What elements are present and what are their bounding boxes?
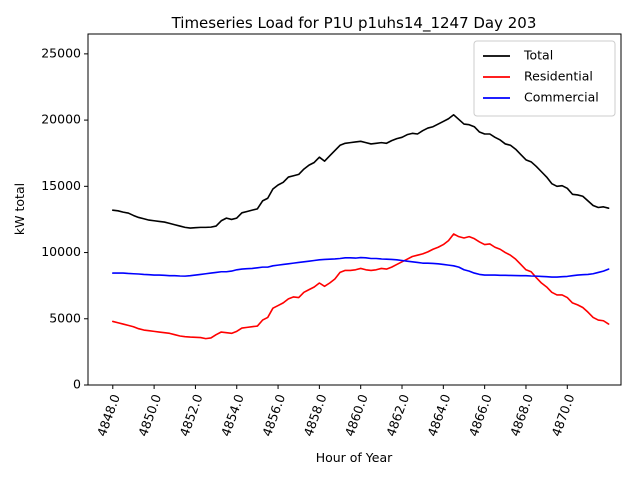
x-tick-label: 4866.0 xyxy=(466,392,495,438)
legend-label-commercial: Commercial xyxy=(524,90,599,105)
x-tick-label: 4856.0 xyxy=(259,392,288,438)
legend-label-residential: Residential xyxy=(524,69,593,84)
x-tick-label: 4862.0 xyxy=(383,392,412,438)
x-tick-label: 4854.0 xyxy=(218,392,247,438)
x-tick-label: 4852.0 xyxy=(176,392,205,438)
x-axis: 4848.0 4850.0 4852.0 4854.0 4856.0 4858.0 4860… xyxy=(94,385,577,438)
x-tick-label: 4850.0 xyxy=(135,392,164,438)
series-layer xyxy=(111,114,610,340)
x-tick-label: 4868.0 xyxy=(507,392,536,438)
y-axis: 0 5000 10000 15000 20000 25000 xyxy=(41,45,88,392)
x-tick-label: 4848.0 xyxy=(94,392,123,438)
series-line-commercial xyxy=(111,256,610,278)
x-axis-title: Hour of Year xyxy=(316,450,393,465)
x-tick-label: 4858.0 xyxy=(300,392,329,438)
plot-frame xyxy=(87,33,622,386)
x-tick-label: 4860.0 xyxy=(342,392,371,438)
y-axis-title: kW total xyxy=(12,183,27,235)
legend-label-total: Total xyxy=(523,48,553,63)
legend: Total Residential Commercial xyxy=(473,40,616,117)
y-tick-label: 15000 xyxy=(41,178,81,193)
series-line-total xyxy=(111,114,610,229)
x-tick-label: 4864.0 xyxy=(424,392,453,438)
y-tick-label: 20000 xyxy=(41,112,81,127)
y-tick-label: 0 xyxy=(73,377,81,392)
series-line-residential xyxy=(111,233,610,340)
chart-title: Timeseries Load for P1U p1uhs14_1247 Day… xyxy=(171,14,537,33)
y-tick-label: 5000 xyxy=(49,310,81,325)
y-tick-label: 25000 xyxy=(41,45,81,60)
y-tick-label: 10000 xyxy=(41,244,81,259)
x-tick-label: 4870.0 xyxy=(548,392,577,438)
